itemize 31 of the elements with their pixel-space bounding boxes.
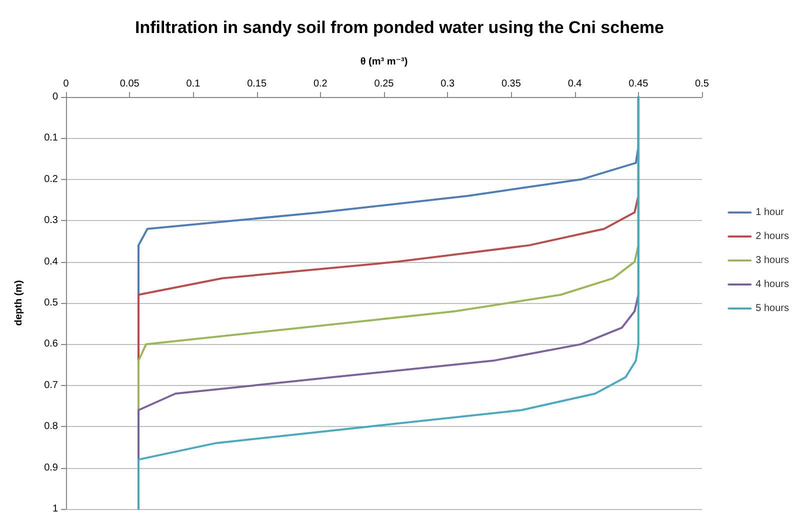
x-axis-title: θ (m³ m⁻³)	[360, 56, 408, 68]
x-tick-label: 0.05	[120, 78, 140, 90]
x-tick-label: 0.35	[501, 78, 522, 90]
y-tick-label: 0.4	[44, 256, 58, 268]
y-tick-label: 0.9	[44, 462, 58, 474]
y-tick-label: 0.5	[44, 298, 58, 308]
x-tick-label: 0.25	[374, 78, 394, 90]
y-tick-label: 0.8	[44, 421, 58, 432]
y-tick-label: 0.7	[44, 380, 58, 391]
x-tick-label: 0	[63, 78, 70, 90]
x-tick-label: 0.1	[186, 78, 201, 90]
y-tick-label: 0.2	[44, 174, 58, 185]
y-tick-label: 1	[52, 504, 58, 514]
y-tick-label: 0.1	[44, 132, 58, 144]
x-tick-label: 0.15	[247, 78, 267, 90]
x-tick-label: 0.5	[695, 78, 710, 90]
chart-title: Infiltration in sandy soil from ponded water using the Cni scheme	[135, 18, 664, 37]
y-tick-label: 0.3	[44, 215, 58, 226]
legend-label: 5 hours	[756, 303, 790, 314]
x-tick-label: 0.3	[440, 78, 455, 90]
y-tick-label: 0.6	[44, 338, 58, 350]
y-tick-label: 0	[52, 92, 58, 102]
x-tick-label: 0.45	[628, 78, 649, 90]
legend-label: 2 hours	[756, 231, 790, 242]
legend-label: 3 hours	[756, 255, 790, 266]
line-series	[138, 96, 640, 510]
x-tick-label: 0.4	[568, 78, 582, 90]
x-tick-label: 0.2	[313, 78, 328, 90]
legend-label: 4 hours	[756, 279, 790, 290]
y-axis-title: depth (m)	[14, 280, 24, 326]
legend-label: 1 hour	[756, 207, 785, 218]
